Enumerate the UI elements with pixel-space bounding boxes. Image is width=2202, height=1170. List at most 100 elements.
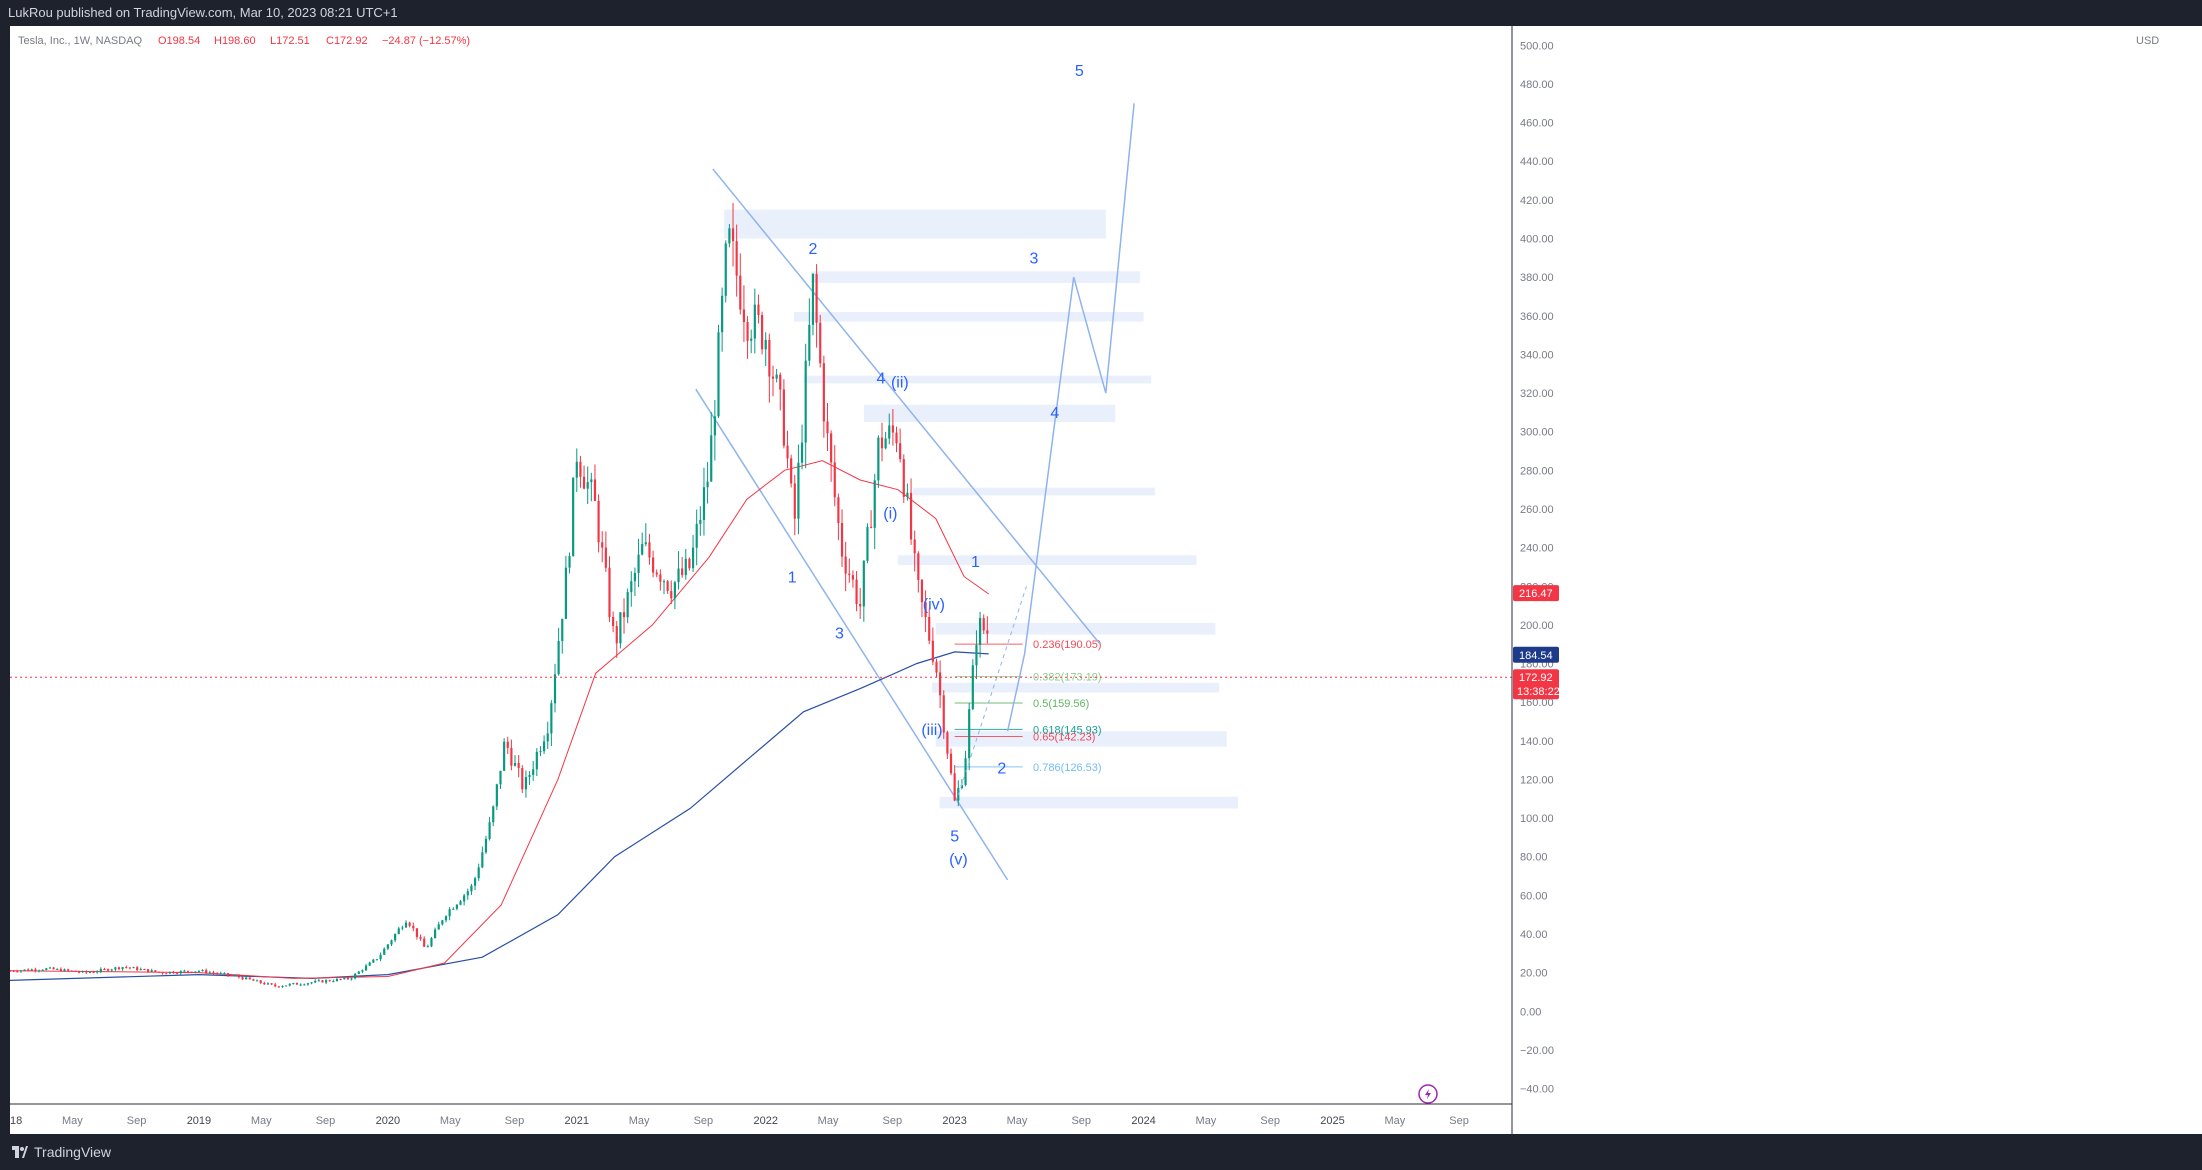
candle-body <box>528 774 531 778</box>
time-tick-label: 2019 <box>187 1115 211 1127</box>
wave-label: (iv) <box>923 596 945 613</box>
candle-body <box>161 972 164 974</box>
price-tag-bg <box>1513 585 1559 602</box>
ohlc-close: C172.92 <box>326 35 368 47</box>
wave-label: 5 <box>950 828 959 845</box>
candle-body <box>455 904 458 909</box>
candle-body <box>252 979 255 981</box>
fib-level-label: 0.382(173.19) <box>1033 672 1102 684</box>
candle-body <box>481 852 484 868</box>
footer-bar: TradingView <box>0 1134 2202 1170</box>
candle-body <box>88 972 92 974</box>
candle-body <box>495 784 498 807</box>
candle-body <box>99 968 102 972</box>
candle-body <box>350 978 353 980</box>
candle-body <box>877 437 880 481</box>
candle-body <box>684 558 687 576</box>
candle-body <box>143 969 146 971</box>
candle-body <box>63 969 66 972</box>
candle-body <box>281 986 284 988</box>
candle-body <box>190 971 193 973</box>
candle-body <box>753 304 756 339</box>
price-tag-label: 184.54 <box>1519 650 1553 662</box>
candle-body <box>67 969 70 971</box>
wave-label: 3 <box>1030 251 1039 268</box>
time-tick-label: 2018 <box>10 1115 22 1127</box>
candle-body <box>401 927 404 929</box>
candle-body <box>568 556 571 568</box>
tradingview-logo[interactable]: TradingView <box>12 1144 111 1160</box>
candle-body <box>688 558 691 569</box>
candle-body <box>48 967 52 969</box>
time-tick-label: May <box>1196 1115 1217 1127</box>
price-tick-label: 120.00 <box>1520 774 1554 786</box>
zone-rect <box>931 682 1220 693</box>
candle-body <box>219 973 222 975</box>
time-tick-label: Sep <box>316 1115 336 1127</box>
candle-body <box>790 458 793 484</box>
price-tick-label: 240.00 <box>1520 543 1554 555</box>
wave-label: 4 <box>877 370 886 387</box>
price-tag-bg <box>1513 669 1559 700</box>
ohlc-low: L172.51 <box>270 35 310 47</box>
projection-path <box>957 103 1135 796</box>
candle-body <box>263 982 266 985</box>
candle-body <box>288 983 291 986</box>
price-tick-label: 420.00 <box>1520 195 1554 207</box>
candle-body <box>869 526 873 528</box>
wave-label: (v) <box>949 851 968 868</box>
price-chart[interactable]: 0.236(190.05) 0.382(173.19) 0.5(159.56) 0.6… <box>0 26 2202 1134</box>
lightning-icon[interactable] <box>1418 1084 1438 1104</box>
candle-body <box>579 461 582 477</box>
candle-body <box>146 969 150 972</box>
candle-body <box>706 481 709 488</box>
candle-body <box>70 970 73 972</box>
candle-body <box>81 971 84 973</box>
time-tick-label: May <box>1007 1115 1028 1127</box>
candle-body <box>637 554 640 573</box>
candle-body <box>880 437 884 449</box>
candle-body <box>92 972 95 974</box>
time-tick-label: May <box>440 1115 461 1127</box>
candle-body <box>245 977 248 980</box>
time-axis: 2018 May Sep 2019 May Sep 2020 May Sep 2021 May Sep… <box>0 1103 1512 1127</box>
projection-path-line[interactable] <box>1006 103 1135 732</box>
wave-label: 2 <box>997 761 1006 778</box>
candle-body <box>953 773 956 801</box>
candle-body <box>830 433 833 463</box>
channel-lower-line[interactable] <box>695 388 1009 881</box>
price-tick-label: 320.00 <box>1520 388 1554 400</box>
zone-rect <box>897 555 1197 565</box>
candle-body <box>492 806 495 823</box>
candle-body <box>662 581 666 583</box>
candle-body <box>361 970 364 972</box>
candle-body <box>800 442 804 463</box>
candle-body <box>488 822 491 839</box>
candle-body <box>960 785 964 789</box>
candle-body <box>721 295 724 333</box>
candle-body <box>786 445 789 459</box>
candle-body <box>412 925 415 929</box>
candle-body <box>321 980 324 983</box>
candle-body <box>891 425 894 433</box>
candle-body <box>590 479 593 483</box>
candle-body <box>292 983 295 985</box>
candle-body <box>612 616 615 626</box>
candle-body <box>713 416 716 436</box>
zone-rect <box>939 796 1239 809</box>
candle-body <box>641 544 644 555</box>
price-tag-label: 216.47 <box>1519 588 1553 600</box>
chart-area[interactable]: 0.236(190.05) 0.382(173.19) 0.5(159.56) 0.6… <box>0 26 2202 1134</box>
wave-label: (i) <box>883 506 897 523</box>
candle-body <box>615 625 618 644</box>
candle-body <box>172 971 175 974</box>
fib-level-label: 0.5(159.56) <box>1033 698 1089 710</box>
zone-rect <box>935 622 1216 635</box>
candle-body <box>855 579 858 604</box>
candle-body <box>339 978 342 980</box>
candlesticks <box>8 202 989 988</box>
candle-body <box>848 573 851 576</box>
candle-body <box>513 762 517 766</box>
candle-body <box>176 973 179 975</box>
fibonacci-retracement: 0.236(190.05) 0.382(173.19) 0.5(159.56) 0.6… <box>954 639 1102 774</box>
